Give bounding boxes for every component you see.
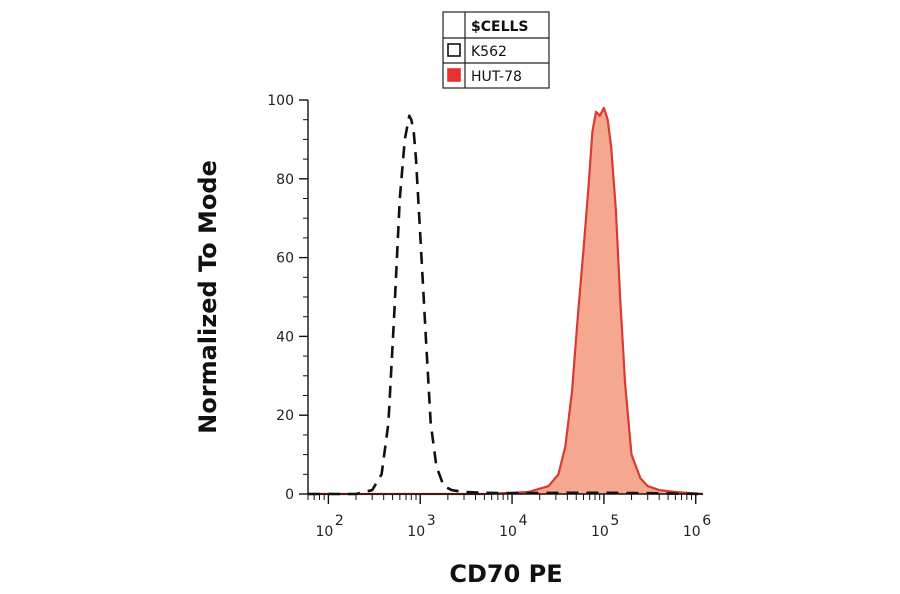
- x-tick-label-exp-5: 5: [610, 513, 619, 529]
- x-tick-label-exp-2: 2: [335, 513, 344, 529]
- y-tick-label-60: 60: [276, 251, 294, 267]
- x-tick-label-base-4: 10: [499, 524, 517, 540]
- y-tick-label-100: 100: [267, 93, 294, 109]
- legend-label-k562: K562: [471, 44, 507, 60]
- x-tick-label-exp-6: 6: [702, 513, 711, 529]
- y-axis-title: Normalized To Mode: [194, 160, 222, 434]
- x-tick-label-base-6: 10: [683, 524, 701, 540]
- y-tick-label-20: 20: [276, 408, 294, 424]
- x-tick-label-base-3: 10: [407, 524, 425, 540]
- x-tick-label-base-2: 10: [315, 524, 333, 540]
- legend-swatch-hut-78: [447, 68, 461, 82]
- x-tick-label-base-5: 10: [591, 524, 609, 540]
- legend: $CELLS K562 HUT-78: [442, 11, 550, 89]
- series-line-k562: [308, 114, 704, 496]
- legend-swatch-k562: [447, 43, 461, 57]
- legend-title: $CELLS: [471, 19, 529, 35]
- x-axis-title: CD70 PE: [449, 560, 562, 588]
- series-area-hut-78: [308, 107, 703, 495]
- x-tick-label-exp-3: 3: [427, 513, 436, 529]
- y-tick-label-0: 0: [285, 487, 294, 503]
- y-tick-label-40: 40: [276, 329, 294, 345]
- x-tick-label-exp-4: 4: [519, 513, 528, 529]
- series-line-hut-78: [308, 106, 704, 496]
- y-tick-label-80: 80: [276, 172, 294, 188]
- series-layer: [308, 106, 704, 496]
- legend-label-hut-78: HUT-78: [471, 69, 522, 85]
